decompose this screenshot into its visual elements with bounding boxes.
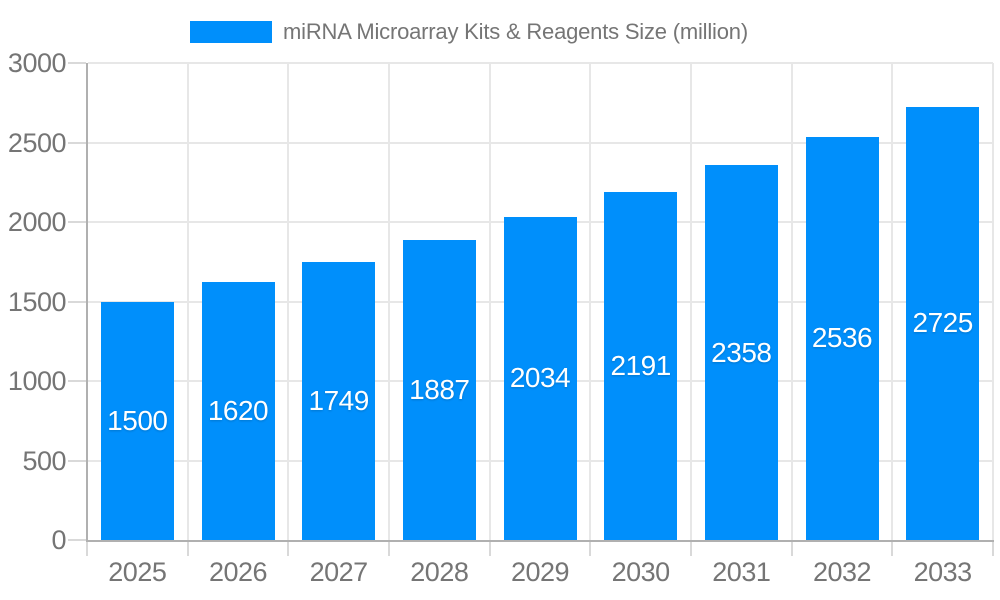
- bar[interactable]: 2725: [906, 106, 980, 540]
- bar-value-label: 2725: [912, 307, 974, 339]
- bar-value-label: 2191: [610, 349, 672, 381]
- bar[interactable]: 2358: [704, 165, 778, 540]
- bar[interactable]: 1620: [201, 282, 275, 540]
- y-axis-tick-label: 500: [22, 445, 66, 476]
- y-axis-tick-label: 3000: [7, 48, 67, 78]
- y-axis-tick-label: 1000: [7, 366, 67, 396]
- bar[interactable]: 1749: [302, 261, 376, 540]
- x-axis-category-label: 2027: [309, 557, 369, 587]
- y-axis-tick: [68, 380, 86, 382]
- x-axis-category-label: 2032: [812, 557, 872, 587]
- bar-value-label: 1500: [107, 404, 168, 436]
- x-axis-category-label: 2030: [611, 557, 671, 587]
- x-axis-tick: [488, 542, 491, 556]
- gridline-vertical: [589, 63, 592, 540]
- legend-swatch-icon: [190, 21, 272, 43]
- x-axis-tick: [992, 542, 994, 556]
- y-axis-tick-label: 2500: [7, 127, 67, 158]
- gridline-horizontal: [88, 141, 993, 144]
- x-axis-tick: [589, 542, 592, 556]
- y-axis-line: [86, 63, 88, 542]
- y-axis-tick-label: 1500: [7, 286, 67, 317]
- x-axis-tick: [186, 542, 189, 556]
- bar-value-label: 1620: [207, 395, 269, 427]
- gridline-vertical: [287, 63, 290, 540]
- x-axis-line: [86, 540, 994, 542]
- x-axis-tick: [790, 542, 793, 556]
- gridline-vertical: [992, 63, 994, 540]
- gridline-vertical: [186, 63, 189, 540]
- bar-value-label: 2034: [509, 362, 571, 394]
- y-axis-tick: [68, 141, 86, 144]
- y-axis-tick: [68, 62, 86, 64]
- gridline-vertical: [388, 63, 390, 540]
- x-axis-category-label: 2025: [108, 557, 167, 587]
- gridline-horizontal: [88, 62, 993, 64]
- y-axis-tick-label: 2000: [7, 207, 67, 237]
- bar-value-label: 2536: [811, 322, 873, 354]
- bar[interactable]: 2191: [604, 191, 678, 540]
- legend-item[interactable]: miRNA Microarray Kits & Reagents Size (m…: [190, 19, 748, 45]
- gridline-vertical: [891, 63, 894, 540]
- bar[interactable]: 1500: [100, 301, 174, 540]
- y-axis-tick: [68, 539, 86, 541]
- x-axis-tick: [690, 542, 692, 556]
- x-axis-tick: [891, 542, 894, 556]
- y-axis-tick: [68, 221, 86, 223]
- bar-value-label: 2358: [711, 336, 772, 368]
- x-axis-category-label: 2028: [410, 557, 469, 587]
- x-axis-tick: [86, 542, 88, 556]
- bar-value-label: 1887: [409, 373, 470, 405]
- gridline-vertical: [690, 63, 692, 540]
- y-axis-tick: [68, 459, 86, 462]
- x-axis-category-label: 2029: [510, 557, 570, 587]
- x-axis-category-label: 2033: [913, 557, 973, 587]
- gridline-vertical: [488, 63, 491, 540]
- x-axis-category-label: 2031: [712, 557, 771, 587]
- y-axis-tick: [68, 300, 86, 303]
- bar[interactable]: 2034: [503, 216, 577, 540]
- bar[interactable]: 1887: [402, 239, 476, 540]
- bar-value-label: 1749: [308, 384, 370, 416]
- x-axis-category-label: 2026: [208, 557, 268, 587]
- legend-label: miRNA Microarray Kits & Reagents Size (m…: [283, 19, 748, 44]
- x-axis-tick: [388, 542, 390, 556]
- bar[interactable]: 2536: [805, 136, 879, 540]
- x-axis-tick: [287, 542, 290, 556]
- gridline-vertical: [790, 63, 793, 540]
- y-axis-tick-label: 0: [51, 525, 66, 555]
